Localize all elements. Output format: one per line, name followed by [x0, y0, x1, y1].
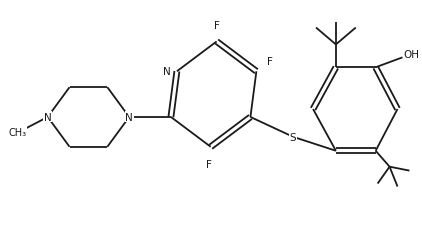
- Text: OH: OH: [403, 50, 419, 60]
- Text: S: S: [290, 132, 297, 142]
- Text: N: N: [163, 67, 171, 77]
- Text: CH₃: CH₃: [9, 127, 27, 137]
- Text: F: F: [268, 57, 273, 67]
- Text: N: N: [44, 112, 51, 122]
- Text: F: F: [214, 20, 219, 30]
- Text: F: F: [206, 159, 211, 169]
- Text: N: N: [125, 112, 133, 122]
